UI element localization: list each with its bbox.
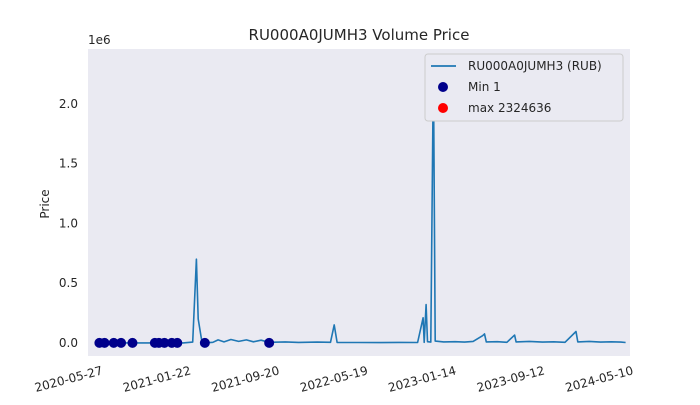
- min-point: [172, 337, 183, 348]
- legend-label: max 2324636: [468, 101, 551, 115]
- legend-marker: [438, 82, 448, 92]
- y-offset-label: 1e6: [88, 33, 111, 47]
- legend-label: RU000A0JUMH3 (RUB): [468, 59, 602, 73]
- min-point: [108, 337, 119, 348]
- legend-marker: [438, 103, 448, 113]
- y-tick-label: 0.5: [59, 276, 78, 290]
- legend-box: [424, 53, 624, 122]
- series-layer: [94, 60, 626, 348]
- min-point: [199, 337, 210, 348]
- y-axis-ticks: 0.0 0.5 1.0 1.5 2.0: [59, 97, 78, 350]
- y-tick-label: 1.5: [59, 157, 78, 171]
- min-point: [159, 337, 170, 348]
- legend-label: Min 1: [468, 80, 501, 94]
- legend: RU000A0JUMH3 (RUB) Min 1 max 2324636: [424, 53, 624, 122]
- chart-title: RU000A0JUMH3 Volume Price: [249, 26, 470, 44]
- min-point: [116, 337, 127, 348]
- min-point: [99, 337, 110, 348]
- y-tick-label: 0.0: [59, 336, 78, 350]
- min-point: [127, 337, 138, 348]
- y-axis-label: Price: [38, 189, 52, 218]
- y-tick-label: 2.0: [59, 97, 78, 111]
- y-tick-label: 1.0: [59, 216, 78, 230]
- min-point: [264, 337, 275, 348]
